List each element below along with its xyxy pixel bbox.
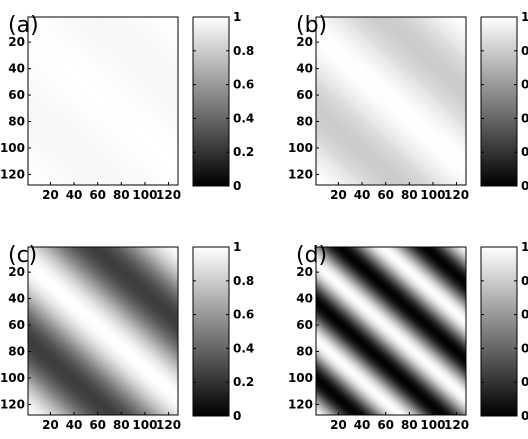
x-tick-label: 40 bbox=[66, 188, 83, 202]
colorbar bbox=[480, 16, 518, 187]
plot-frame bbox=[27, 16, 179, 186]
y-tick-label: 120 bbox=[0, 167, 25, 181]
colorbar-tick-label: 1 bbox=[521, 240, 528, 254]
colorbar bbox=[192, 246, 230, 417]
x-tick-label: 60 bbox=[377, 188, 394, 202]
x-tick-label: 100 bbox=[132, 188, 157, 202]
colorbar-tick-label: 0.2 bbox=[233, 145, 254, 159]
x-tick-label: 100 bbox=[420, 418, 445, 432]
x-tick-label: 80 bbox=[401, 188, 418, 202]
panel-c: 20 40 60 80 10012020406080100120(c)00.20.40.… bbox=[0, 240, 254, 432]
colorbar-tick-label: 0.4 bbox=[521, 111, 528, 125]
y-tick-label: 120 bbox=[0, 397, 25, 411]
heatmap-image bbox=[316, 17, 466, 185]
colorbar-tick-label: 0.8 bbox=[521, 44, 528, 58]
panel-label: (b) bbox=[296, 13, 327, 38]
x-tick-label: 20 bbox=[330, 188, 347, 202]
x-tick-label: 120 bbox=[156, 188, 181, 202]
x-tick-label: 100 bbox=[132, 418, 157, 432]
y-tick-label: 20 bbox=[8, 35, 25, 49]
y-tick-label: 100 bbox=[288, 141, 313, 155]
x-tick-label: 100 bbox=[420, 188, 445, 202]
plot-frame bbox=[315, 246, 467, 416]
colorbar-tick-label: 0 bbox=[521, 179, 528, 193]
colorbar-tick-label: 0.4 bbox=[521, 341, 528, 355]
y-tick-label: 60 bbox=[296, 318, 313, 332]
heatmap-image bbox=[28, 17, 178, 185]
colorbar-tick-label: 1 bbox=[233, 240, 241, 254]
y-tick-label: 60 bbox=[296, 88, 313, 102]
panel-label: (c) bbox=[8, 243, 37, 268]
colorbar-tick-label: 0.4 bbox=[233, 341, 254, 355]
x-tick-label: 20 bbox=[42, 188, 59, 202]
y-tick-label: 100 bbox=[0, 141, 25, 155]
colorbar-tick-label: 0.8 bbox=[233, 274, 254, 288]
y-tick-label: 40 bbox=[8, 292, 25, 306]
colorbar-tick-label: 0 bbox=[521, 409, 528, 423]
x-tick-label: 120 bbox=[444, 418, 469, 432]
y-tick-label: 120 bbox=[288, 167, 313, 181]
colorbar-tick-label: 0.2 bbox=[521, 145, 528, 159]
x-tick-label: 120 bbox=[156, 418, 181, 432]
x-tick-label: 60 bbox=[89, 188, 106, 202]
colorbar-tick-label: 1 bbox=[233, 10, 241, 24]
y-tick-label: 20 bbox=[296, 35, 313, 49]
x-tick-label: 80 bbox=[401, 418, 418, 432]
panel-label: (d) bbox=[296, 243, 327, 268]
panel-label: (a) bbox=[8, 13, 39, 38]
x-tick-label: 20 bbox=[42, 418, 59, 432]
colorbar bbox=[192, 16, 230, 187]
y-tick-label: 40 bbox=[296, 62, 313, 76]
x-tick-label: 20 bbox=[330, 418, 347, 432]
colorbar-tick-label: 0.2 bbox=[233, 375, 254, 389]
y-tick-label: 60 bbox=[8, 88, 25, 102]
y-tick-label: 100 bbox=[288, 371, 313, 385]
y-tick-label: 20 bbox=[296, 265, 313, 279]
heatmap-image bbox=[316, 247, 466, 415]
x-tick-label: 40 bbox=[354, 188, 371, 202]
colorbar-tick-label: 0.4 bbox=[233, 111, 254, 125]
y-tick-label: 60 bbox=[8, 318, 25, 332]
colorbar-tick-label: 0.6 bbox=[233, 78, 254, 92]
y-tick-label: 40 bbox=[296, 292, 313, 306]
y-tick-label: 80 bbox=[296, 345, 313, 359]
y-tick-label: 100 bbox=[0, 371, 25, 385]
x-tick-label: 120 bbox=[444, 188, 469, 202]
panel-b: 2040608010012020406080100120(b)00.20.40.… bbox=[288, 10, 528, 202]
y-tick-label: 80 bbox=[8, 115, 25, 129]
plot-frame bbox=[27, 246, 179, 416]
x-tick-label: 40 bbox=[66, 418, 83, 432]
heatmap-image bbox=[28, 247, 178, 415]
colorbar-tick-label: 0.6 bbox=[233, 308, 254, 322]
colorbar-tick-label: 1 bbox=[521, 10, 528, 24]
plot-frame bbox=[315, 16, 467, 186]
colorbar-tick-label: 0.6 bbox=[521, 308, 528, 322]
panel-d: 2040608010012020406080100120(d)00.20.40.… bbox=[288, 240, 528, 432]
x-tick-label: 60 bbox=[377, 418, 394, 432]
y-tick-label: 80 bbox=[296, 115, 313, 129]
y-tick-label: 120 bbox=[288, 397, 313, 411]
x-tick-label: 80 bbox=[113, 188, 130, 202]
x-tick-label: 60 bbox=[89, 418, 106, 432]
x-tick-label: 40 bbox=[354, 418, 371, 432]
y-tick-label: 80 bbox=[8, 345, 25, 359]
x-tick-label: 80 bbox=[113, 418, 130, 432]
colorbar-tick-label: 0.2 bbox=[521, 375, 528, 389]
colorbar-tick-label: 0.6 bbox=[521, 78, 528, 92]
colorbar-tick-label: 0 bbox=[233, 409, 241, 423]
colorbar-tick-label: 0.8 bbox=[233, 44, 254, 58]
colorbar bbox=[480, 246, 518, 417]
colorbar-tick-label: 0.8 bbox=[521, 274, 528, 288]
y-tick-label: 40 bbox=[8, 62, 25, 76]
y-tick-label: 20 bbox=[8, 265, 25, 279]
panel-a: 20 40 60 80 10012020406080100120(a)00.20.40.… bbox=[0, 10, 254, 202]
colorbar-tick-label: 0 bbox=[233, 179, 241, 193]
